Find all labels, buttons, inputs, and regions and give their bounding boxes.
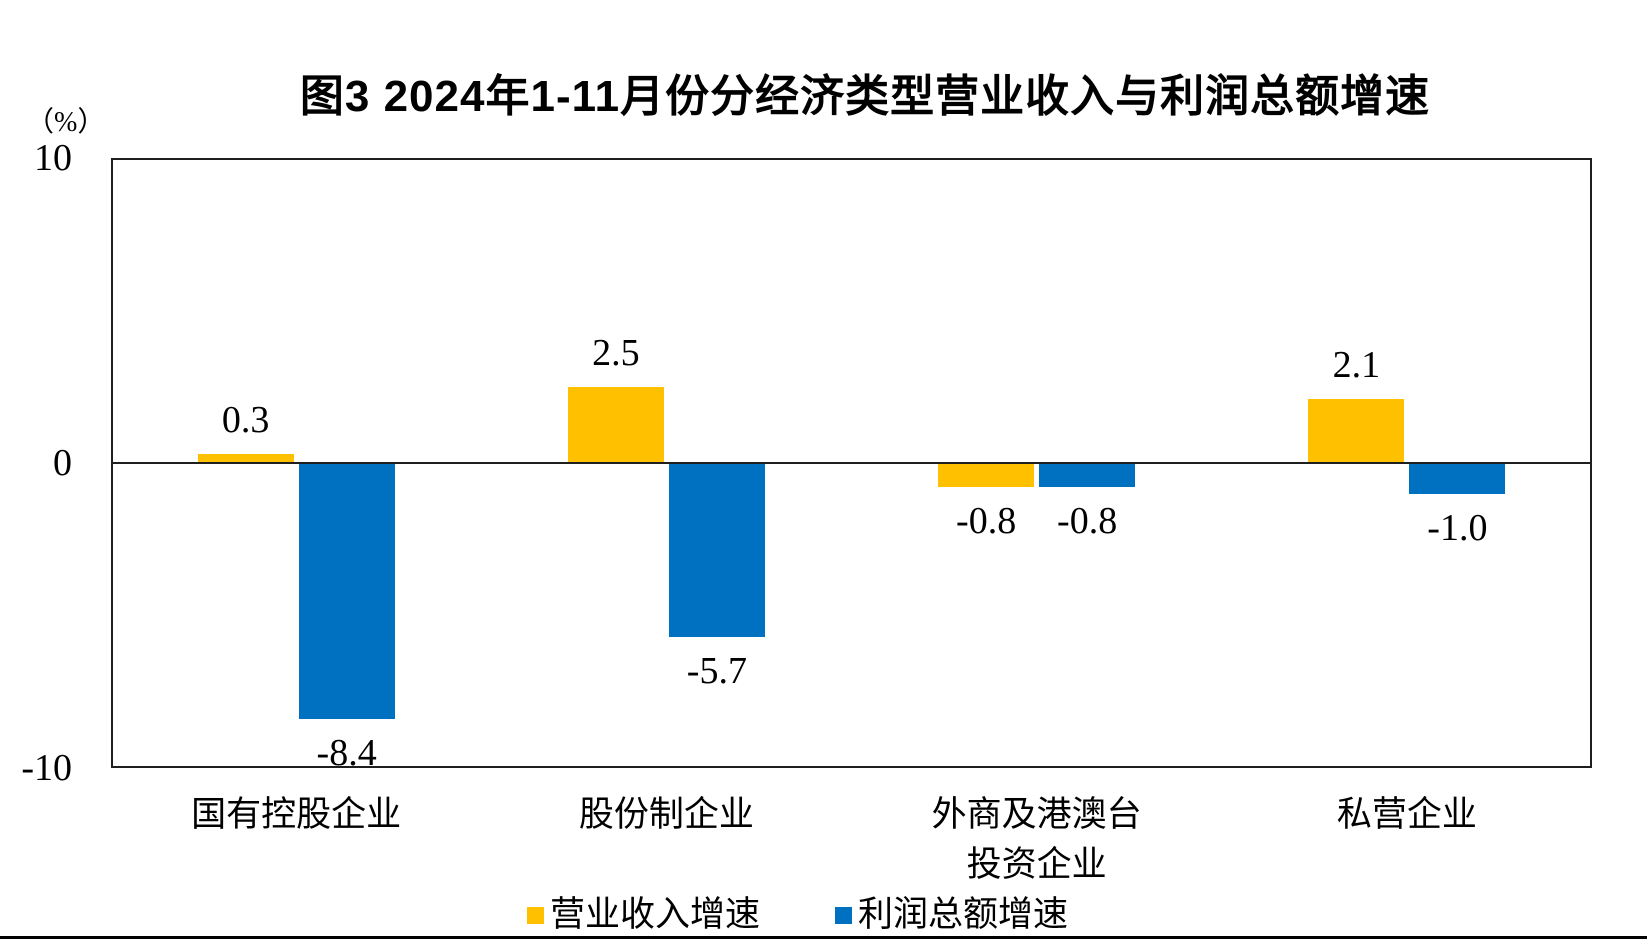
bar-profit-group2: [1039, 463, 1136, 488]
y-tick-label: -10: [21, 747, 72, 789]
category-label-group3: 私营企业: [1336, 795, 1477, 834]
legend-item-profit: 利润总额增速: [835, 895, 1068, 935]
category-label-group2: 外商及港澳台 投资企业: [931, 795, 1142, 884]
data-label-profit-group1: -5.7: [686, 649, 747, 692]
bar-revenue-group0: [197, 453, 294, 463]
legend-swatch-icon: [526, 906, 544, 924]
data-label-revenue-group2: -0.8: [956, 500, 1017, 543]
legend-swatch-icon: [835, 906, 852, 924]
bottom-divider: [0, 936, 1647, 939]
y-tick-label: 0: [53, 442, 72, 484]
data-label-profit-group0: -8.4: [316, 732, 377, 775]
bar-revenue-group3: [1308, 398, 1405, 463]
data-label-revenue-group1: 2.5: [592, 331, 640, 374]
bar-profit-group3: [1409, 463, 1506, 494]
category-label-group0: 国有控股企业: [191, 795, 402, 834]
chart-title: 图3 2024年1-11月份分经济类型营业收入与利润总额增速: [299, 72, 1431, 121]
bar-profit-group1: [668, 463, 765, 637]
legend-label: 利润总额增速: [858, 895, 1069, 934]
data-label-revenue-group0: 0.3: [221, 398, 270, 441]
bar-revenue-group2: [938, 463, 1035, 488]
bar-profit-group0: [298, 463, 395, 720]
data-label-profit-group2: -0.8: [1057, 500, 1118, 543]
bar-revenue-group1: [567, 386, 664, 463]
y-tick-label: 10: [34, 137, 72, 179]
data-label-profit-group3: -1.0: [1427, 506, 1488, 549]
y-axis-unit-label: （%）: [26, 107, 106, 138]
zero-axis-line: [111, 462, 1592, 464]
legend: 营业收入增速 利润总额增速: [0, 895, 1621, 935]
category-label-group1: 股份制企业: [578, 795, 754, 834]
legend-item-revenue: 营业收入增速: [526, 895, 760, 935]
data-label-revenue-group3: 2.1: [1332, 343, 1381, 386]
legend-label: 营业收入增速: [549, 895, 760, 934]
